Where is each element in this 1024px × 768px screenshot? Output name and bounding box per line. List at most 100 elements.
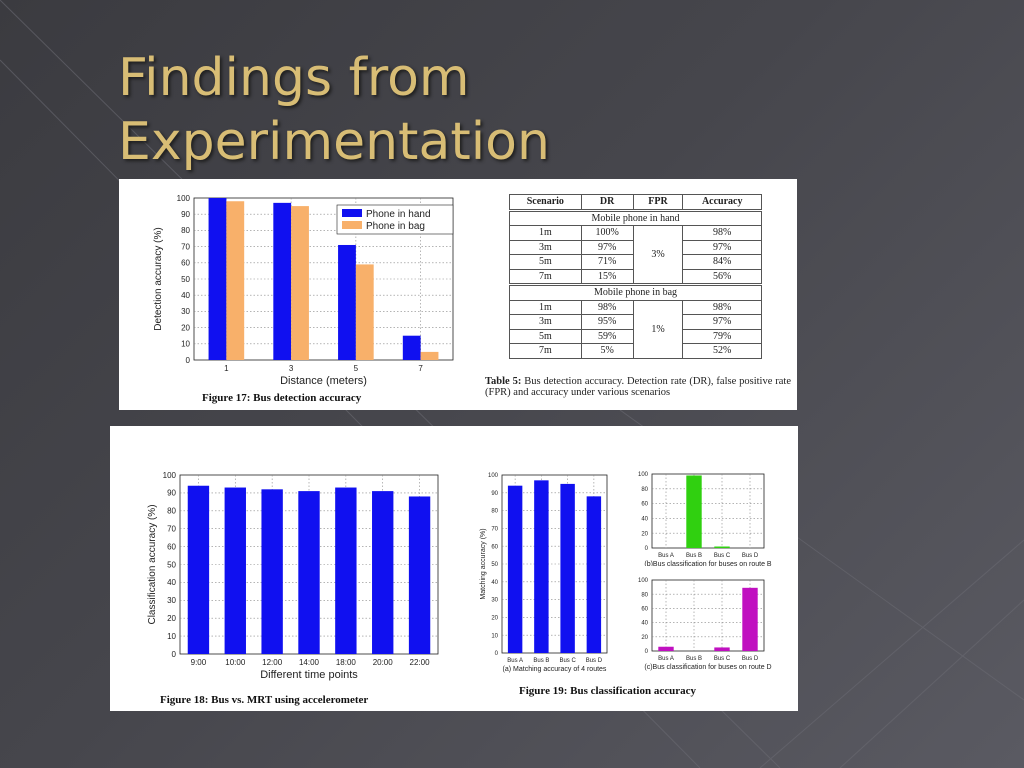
plot-area: [651, 473, 765, 549]
x-axis-label: (a) Matching accuracy of 4 routes: [503, 666, 607, 673]
y-tick-label: 60: [167, 542, 176, 551]
table-cell-dr: 98%: [580, 299, 634, 315]
y-tick-label: 20: [167, 614, 176, 623]
figure-19a-chart: 0 10 20 30 40 50 60 70 80 90 100 Bus A Bus B Bus C Bus…: [480, 473, 608, 673]
y-tick-label: 0: [186, 356, 191, 365]
y-tick-label: 90: [181, 210, 190, 219]
legend-label: Phone in bag: [366, 221, 425, 232]
y-tick-label: 80: [491, 509, 498, 515]
x-tick-label: Bus C: [714, 553, 731, 559]
x-tick-label: Bus A: [658, 553, 674, 559]
slide-title-line-1: Findings from: [118, 48, 470, 108]
x-tick-label: 7: [418, 364, 423, 373]
x-tick-label: 22:00: [410, 658, 431, 667]
x-tick-label: 14:00: [299, 658, 320, 667]
table-cell-accuracy: 97%: [682, 314, 762, 330]
y-tick-label: 0: [172, 650, 177, 659]
table-header-accuracy: Accuracy: [682, 194, 762, 211]
bar: [273, 202, 292, 360]
y-tick-label: 40: [181, 291, 190, 300]
table-cell-dr: 100%: [580, 225, 634, 241]
bar: [335, 487, 357, 654]
bar: [507, 485, 523, 653]
y-tick-label: 0: [645, 649, 649, 655]
y-tick-label: 70: [181, 242, 190, 251]
y-axis-label: Detection accuracy (%): [153, 227, 164, 330]
y-tick-label: 20: [181, 323, 190, 332]
y-tick-label: 80: [167, 507, 176, 516]
table-header-scenario: Scenario: [509, 194, 582, 211]
bar: [208, 198, 227, 360]
table-row: 3m 97% 97%: [509, 239, 762, 255]
bar: [686, 475, 702, 548]
y-tick-label: 100: [488, 473, 499, 479]
bar: [420, 351, 439, 360]
table-header-fpr: FPR: [632, 194, 684, 211]
x-axis-label: (b)Bus classification for buses on route…: [644, 561, 772, 566]
x-tick-label: Bus A: [658, 656, 674, 662]
bar: [586, 496, 602, 653]
table-header-dr: DR: [580, 194, 634, 211]
y-tick-label: 60: [641, 607, 648, 613]
table-row: 1m 100% 3% 98%: [509, 225, 762, 285]
figure-18-caption: Figure 18: Bus vs. MRT using acceleromet…: [160, 694, 369, 706]
figure-19-caption: Figure 19: Bus classification accuracy: [519, 685, 696, 697]
bar: [261, 489, 283, 654]
bar: [714, 546, 730, 548]
table-cell-accuracy: 52%: [682, 343, 762, 359]
y-tick-label: 0: [645, 546, 649, 552]
y-tick-label: 70: [491, 527, 498, 533]
y-tick-label: 100: [638, 472, 649, 478]
table-cell-accuracy: 56%: [682, 268, 762, 285]
figure-17-caption: Figure 17: Bus detection accuracy: [202, 392, 362, 404]
top-figure-panel: 0 10 20 30 40 50 60 70 80 90 100 1 3 5 7 Distance (mete…: [119, 179, 797, 410]
y-tick-label: 20: [491, 616, 498, 622]
x-tick-label: 20:00: [373, 658, 394, 667]
table-section-label: Mobile phone in hand: [509, 208, 762, 226]
bar: [560, 483, 575, 653]
y-tick-label: 90: [167, 489, 176, 498]
bar: [224, 487, 246, 654]
bar: [338, 244, 356, 360]
y-tick-label: 40: [491, 580, 498, 586]
table-row: 7m 5% 52%: [509, 343, 762, 359]
x-tick-label: Bus B: [533, 658, 549, 664]
y-tick-label: 80: [641, 487, 648, 493]
y-tick-label: 60: [641, 502, 648, 508]
table-cell-fpr: 1%: [632, 299, 684, 359]
y-tick-label: 50: [181, 275, 190, 284]
figure-19b-chart: 0 20 40 60 80 100 Bus A Bus B Bus C Bus D (b)Bus c…: [638, 472, 772, 566]
table-cell-dr: 71%: [580, 254, 634, 270]
bar: [742, 587, 758, 651]
table-5: Scenario DR FPR Accuracy Mobile phone in…: [509, 194, 762, 359]
x-tick-label: 12:00: [262, 658, 283, 667]
table-header-row: Scenario DR FPR Accuracy: [509, 194, 762, 211]
table-cell-accuracy: 97%: [682, 239, 762, 255]
y-axis-label: Matching accuracy (%): [480, 528, 487, 599]
figure-17-chart: 0 10 20 30 40 50 60 70 80 90 100 1 3 5 7 Distance (mete…: [153, 194, 454, 387]
table-cell-accuracy: 98%: [682, 299, 762, 315]
y-tick-label: 20: [641, 531, 648, 537]
x-tick-label: Bus B: [686, 553, 702, 559]
table-cell-dr: 15%: [580, 268, 634, 285]
legend-label: Phone in hand: [366, 209, 431, 220]
y-tick-label: 40: [167, 578, 176, 587]
y-tick-label: 20: [641, 635, 648, 641]
table-cell-dr: 5%: [580, 343, 634, 359]
x-tick-label: 18:00: [336, 658, 357, 667]
table-row: 1m 98% 1% 98%: [509, 299, 762, 359]
legend-swatch: [342, 209, 362, 217]
x-tick-label: 3: [289, 364, 294, 373]
y-tick-label: 80: [641, 592, 648, 598]
bar: [291, 206, 309, 360]
table-cell-scenario: 3m: [509, 239, 582, 255]
table-cell-accuracy: 79%: [682, 328, 762, 344]
bar: [355, 264, 374, 360]
slide-title: Findings from Experimentation: [118, 46, 550, 174]
bar: [298, 491, 320, 654]
bottom-figure-panel: 0 10 20 30 40 50 60 70 80 90 100 9:00 10:00 12:00 14:0…: [110, 426, 798, 711]
table-cell-scenario: 7m: [509, 268, 582, 285]
y-tick-label: 90: [491, 491, 498, 497]
y-tick-label: 30: [181, 307, 190, 316]
table-row: 5m 71% 84%: [509, 254, 762, 270]
